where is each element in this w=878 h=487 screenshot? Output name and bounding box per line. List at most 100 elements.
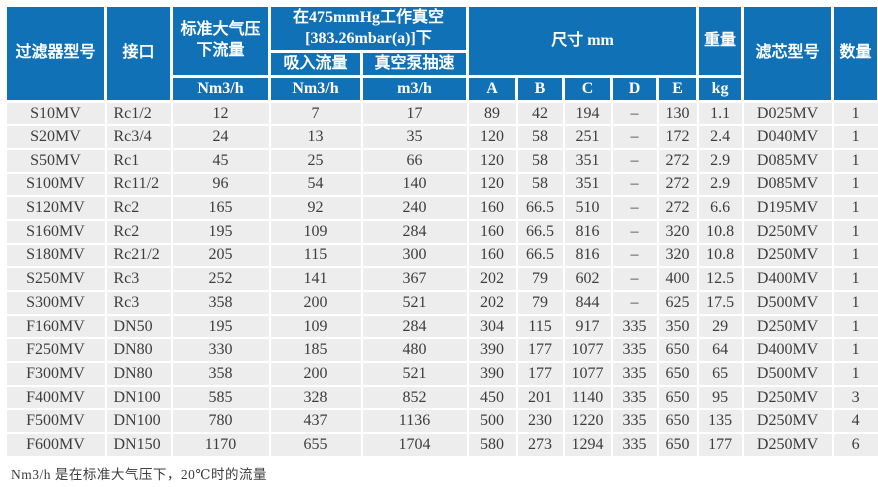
table-cell: 35 [360, 124, 469, 150]
col-header-weight: 重量 [696, 4, 745, 78]
table-cell: D195MV [741, 195, 834, 221]
table-cell: 390 [466, 337, 518, 364]
table-cell: 335 [610, 432, 659, 458]
table-cell: D250MV [741, 242, 834, 269]
table-cell: 160 [466, 242, 518, 269]
table-cell: 12.5 [696, 266, 744, 292]
table-cell: 25 [268, 147, 363, 174]
table-cell: 300 [360, 242, 469, 269]
table-cell: 79 [515, 290, 565, 316]
table-cell: DN80 [104, 361, 173, 387]
table-cell: 92 [268, 195, 363, 221]
table-cell: 177 [515, 337, 565, 364]
table-cell: – [610, 218, 659, 245]
table-cell: 135 [696, 408, 744, 435]
table-cell: Rc3/4 [104, 124, 173, 150]
table-cell: 1294 [562, 432, 613, 458]
table-cell: – [610, 100, 659, 127]
table-cell: 66.5 [515, 218, 565, 245]
table-cell: F500MV [4, 408, 107, 435]
table-cell: 6 [831, 432, 878, 458]
table-cell: 195 [170, 218, 271, 245]
table-cell: 480 [360, 337, 469, 364]
table-cell: 120 [466, 171, 518, 198]
table-cell: Rc3 [104, 290, 173, 316]
table-cell: 304 [466, 313, 518, 340]
table-cell: 120 [466, 124, 518, 150]
table-cell: S160MV [4, 218, 107, 245]
table-cell: 109 [268, 313, 363, 340]
table-cell: 437 [268, 408, 363, 435]
table-cell: 195 [170, 313, 271, 340]
header-row-3: Nm3/h Nm3/h m3/h A B C D E kg [6, 75, 878, 103]
table-cell: D500MV [741, 290, 834, 316]
table-cell: 120 [466, 147, 518, 174]
dim-subcol-d: D [610, 75, 660, 103]
table-cell: 1220 [562, 408, 613, 435]
table-cell: F400MV [4, 384, 107, 411]
table-body: S10MV Rc1/2 12 7 17 89 42 194–130 1.1 D025MV 1 S20M… [4, 100, 878, 458]
header-row-2: 吸入流量 真空泵抽速 [6, 50, 878, 78]
table-cell: 17.5 [696, 290, 744, 316]
table-cell: 1170 [170, 432, 271, 458]
table-cell: D500MV [741, 361, 834, 387]
table-cell: 165 [170, 195, 271, 221]
table-cell: 66 [360, 147, 469, 174]
table-cell: D250MV [741, 313, 834, 340]
table-cell: 2.9 [696, 171, 744, 198]
col-header-std-atm-flow: 标准大气压下流量 [170, 4, 271, 78]
table-cell: 272 [656, 195, 699, 221]
col-header-connection: 接口 [104, 4, 173, 103]
table-cell: S50MV [4, 147, 107, 174]
col-header-dimensions: 尺寸 mm [466, 4, 700, 78]
table-cell: 200 [268, 361, 363, 387]
table-cell: 10.8 [696, 242, 744, 269]
table-cell: 240 [360, 195, 469, 221]
footnote: Nm3/h 是在标准大气压下，20℃时的流量 [11, 467, 267, 482]
table-cell: Rc21/2 [104, 242, 173, 269]
table-row: S180MV Rc21/2 205 115 300 160 66.5 816–320 10.8 D… [4, 242, 878, 269]
table-cell: 194 [562, 100, 613, 127]
table-cell: 1 [831, 337, 878, 364]
table-cell: 130 [656, 100, 699, 127]
table-cell: S300MV [4, 290, 107, 316]
table-cell: 1 [831, 171, 878, 198]
table-cell: 358 [170, 290, 271, 316]
table-cell: 65 [696, 361, 744, 387]
table-cell: 272 [656, 171, 699, 198]
table-cell: 58 [515, 147, 565, 174]
table-cell: 251 [562, 124, 613, 150]
table-cell: 650 [656, 337, 699, 364]
table-cell: S250MV [4, 266, 107, 292]
dim-subcol-a: A [466, 75, 519, 103]
table-cell: 351 [562, 171, 613, 198]
table-cell: 4 [831, 408, 878, 435]
table-cell: 367 [360, 266, 469, 292]
table-cell: 335 [610, 337, 659, 364]
table-cell: 273 [515, 432, 565, 458]
table-row: F250MV DN80 330 185 480 390 177 1077 335 650 64 D40… [4, 337, 878, 364]
table-cell: 172 [656, 124, 699, 150]
header-row-1: 过滤器型号 接口 标准大气压下流量 在475mmHg工作真空 [383.26mb… [4, 4, 878, 103]
table-cell: Rc2 [104, 195, 173, 221]
table-cell: 1136 [360, 408, 469, 435]
table-cell: 2.9 [696, 147, 744, 174]
table-cell: 320 [656, 218, 699, 245]
table-cell: 1140 [562, 384, 613, 411]
dim-subcol-e: E [656, 75, 700, 103]
table-cell: 160 [466, 195, 518, 221]
table-cell: D400MV [741, 337, 834, 364]
table-cell: 272 [656, 147, 699, 174]
table-cell: D040MV [741, 124, 834, 150]
table-row: F400MV DN100 585 328 852 450 201 1140 335 650 95 D2… [4, 384, 878, 411]
table-cell: 510 [562, 195, 613, 221]
table-cell: 3 [831, 384, 878, 411]
table-cell: F600MV [4, 432, 107, 458]
col-header-element-model: 滤芯型号 [741, 4, 835, 103]
table-cell: S120MV [4, 195, 107, 221]
table-cell: 202 [466, 290, 518, 316]
table-header: 过滤器型号 接口 标准大气压下流量 在475mmHg工作真空 [383.26mb… [4, 4, 878, 103]
table-cell: 205 [170, 242, 271, 269]
table-cell: 1 [831, 242, 878, 269]
table-cell: 1 [831, 147, 878, 174]
